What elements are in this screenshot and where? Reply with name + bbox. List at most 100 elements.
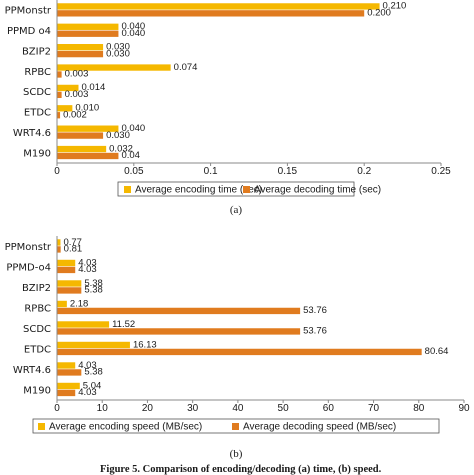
- chart-b-x-tick-label: 90: [458, 403, 470, 414]
- chart-a-category-label: PPMD o4: [7, 26, 51, 37]
- chart-a-legend-label: Average decoding time (sec): [254, 185, 381, 196]
- chart-a-bar-decoding: [57, 50, 104, 58]
- chart-b-category-label: PPMonstr: [5, 242, 52, 253]
- chart-b-bar-encoding: [57, 239, 61, 246]
- chart-a-bar-decoding: [57, 112, 61, 119]
- chart-a-category-label: M190: [23, 148, 51, 159]
- chart-a-bar-decoding: [57, 132, 104, 139]
- chart-b-data-label: 4.03: [78, 387, 97, 398]
- chart-a-category-label: SCDC: [23, 87, 51, 98]
- chart-b-data-label: 4.03: [78, 360, 97, 371]
- chart-b-data-label: 4.03: [78, 257, 97, 268]
- chart-a-bar-decoding: [57, 152, 119, 160]
- chart-b-x-tick-label: 10: [97, 403, 109, 414]
- chart-a-category-label: BZIP2: [22, 46, 51, 57]
- chart-a-bar-encoding: [57, 105, 73, 112]
- figure-caption: Figure 5. Comparison of encoding/decodin…: [100, 464, 382, 475]
- chart-b-data-label: 4.03: [78, 264, 97, 275]
- chart-a-legend-swatch: [243, 186, 250, 193]
- chart-a-x-tick-label: 0.1: [204, 166, 218, 177]
- chart-b-x-tick-label: 30: [187, 403, 199, 414]
- chart-b-x-tick-label: 20: [142, 403, 154, 414]
- chart-a-data-label: 0.003: [65, 69, 89, 80]
- chart-a-data-label: 0.040: [121, 28, 145, 39]
- chart-a-data-label: 0.032: [109, 143, 133, 154]
- chart-a-x-tick-label: 0.2: [357, 166, 371, 177]
- chart-b-bar-decoding: [57, 389, 76, 397]
- chart-b-category-label: PPMD-o4: [6, 262, 51, 273]
- chart-a-data-label: 0.030: [106, 41, 130, 52]
- chart-a-bar-encoding: [57, 64, 171, 71]
- chart-b-x-tick-label: 70: [368, 403, 380, 414]
- chart-b-bar-encoding: [57, 300, 67, 308]
- chart-b-legend-swatch: [232, 423, 239, 430]
- chart-b-bar-decoding: [57, 266, 76, 274]
- chart-b-bar-decoding: [57, 307, 301, 315]
- chart-b-data-label: 53.76: [303, 305, 327, 316]
- chart-a-data-label: 0.003: [65, 89, 89, 100]
- chart-b-data-label: 0.81: [64, 244, 82, 255]
- chart-a-data-label: 0.074: [174, 62, 198, 73]
- chart-a-legend-box: [117, 181, 355, 197]
- chart-b-category-label: SCDC: [23, 324, 51, 335]
- chart-b-bar-encoding: [57, 341, 130, 349]
- chart-a-bar-encoding: [57, 44, 104, 51]
- chart-b-data-label: 80.64: [425, 346, 449, 357]
- chart-b-x-tick-label: 60: [323, 403, 335, 414]
- chart-b-bar-decoding: [57, 246, 61, 253]
- chart-a-caption: (a): [230, 204, 243, 216]
- chart-a-bar-decoding: [57, 10, 365, 17]
- chart-b-bar-encoding: [57, 321, 110, 328]
- chart-b-legend-swatch: [38, 423, 45, 430]
- chart-b-data-label: 5.04: [83, 380, 102, 391]
- chart-a-data-label: 0.040: [121, 21, 145, 32]
- chart-a-data-label: 0.200: [367, 8, 391, 19]
- chart-a-category-label: ETDC: [24, 108, 51, 119]
- chart-b-bar-encoding: [57, 382, 80, 390]
- chart-b-bar-decoding: [57, 287, 82, 294]
- chart-a-bar-encoding: [57, 125, 119, 132]
- chart-b-category-label: WRT4.6: [13, 365, 51, 376]
- chart-b-data-label: 5.38: [84, 285, 103, 296]
- chart-a-legend: Average encoding time (sec)Average decod…: [117, 181, 381, 197]
- chart-a-legend-swatch: [124, 186, 131, 193]
- chart-a-data-label: 0.030: [106, 48, 130, 59]
- chart-a-x-tick-label: 0: [54, 166, 60, 177]
- chart-a-data-label: 0.040: [121, 123, 145, 134]
- chart-b-data-label: 0.77: [63, 237, 82, 248]
- chart-a-bar-encoding: [57, 23, 119, 30]
- chart-b-x-tick-label: 80: [413, 403, 425, 414]
- chart-b-category-label: RPBC: [24, 303, 51, 314]
- chart-b-data-label: 11.52: [112, 319, 135, 330]
- chart-b-legend: Average encoding speed (MB/sec) Average d…: [32, 418, 440, 434]
- chart-b-bar-decoding: [57, 369, 82, 376]
- chart-a-data-label: 0.002: [63, 109, 87, 120]
- chart-b-category-label: BZIP2: [22, 283, 51, 294]
- chart-a-x-tick-label: 0.15: [278, 166, 298, 177]
- chart-b-bar-encoding: [57, 259, 76, 267]
- chart-b-bar-decoding: [57, 348, 422, 356]
- chart-b-legend-label: Average decoding speed (MB/sec): [243, 422, 396, 433]
- chart-b-bar-encoding: [57, 280, 82, 287]
- chart-a-bar-decoding: [57, 91, 62, 99]
- chart-b-legend-label: Average encoding speed (MB/sec): [49, 422, 202, 433]
- chart-a-x-tick-label: 0.05: [124, 166, 144, 177]
- chart-b-bar-encoding: [57, 362, 76, 369]
- chart-a-data-label: 0.210: [383, 1, 407, 12]
- chart-a-x-tick-label: 0.25: [431, 166, 451, 177]
- chart-a-bar-encoding: [57, 3, 380, 10]
- chart-b-data-label: 5.38: [84, 278, 103, 289]
- chart-b-x-tick-label: 40: [232, 403, 244, 414]
- chart-a-bar-encoding: [57, 84, 79, 92]
- chart-a-category-label: PPMonstr: [5, 6, 52, 17]
- chart-a-category-label: RPBC: [24, 67, 51, 78]
- chart-b-x-tick-label: 50: [278, 403, 290, 414]
- chart-a-data-label: 0.04: [121, 150, 140, 161]
- chart-b-data-label: 2.18: [70, 298, 89, 309]
- chart-a-bar-decoding: [57, 30, 119, 37]
- chart-a-data-label: 0.014: [82, 82, 106, 93]
- chart-a-bar-decoding: [57, 71, 62, 78]
